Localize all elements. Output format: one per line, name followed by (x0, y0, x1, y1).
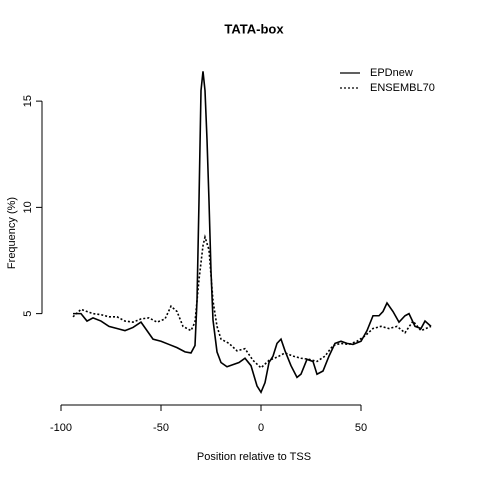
x-tick-label: -50 (153, 422, 169, 434)
y-tick-label: 15 (22, 95, 34, 107)
x-tick-label: 50 (355, 422, 367, 434)
y-axis-label: Frequency (%) (6, 197, 18, 269)
y-tick-label: 5 (22, 311, 34, 317)
x-axis-label: Position relative to TSS (197, 451, 311, 463)
x-tick-label: 0 (258, 422, 264, 434)
data-line (72, 234, 432, 369)
legend-label: EPDnew (370, 67, 413, 79)
chart-title: TATA-box (224, 21, 284, 36)
x-tick-label: -100 (50, 422, 72, 434)
y-tick-label: 10 (22, 201, 34, 213)
legend-label: ENSEMBL70 (370, 82, 435, 94)
data-line (73, 71, 432, 394)
